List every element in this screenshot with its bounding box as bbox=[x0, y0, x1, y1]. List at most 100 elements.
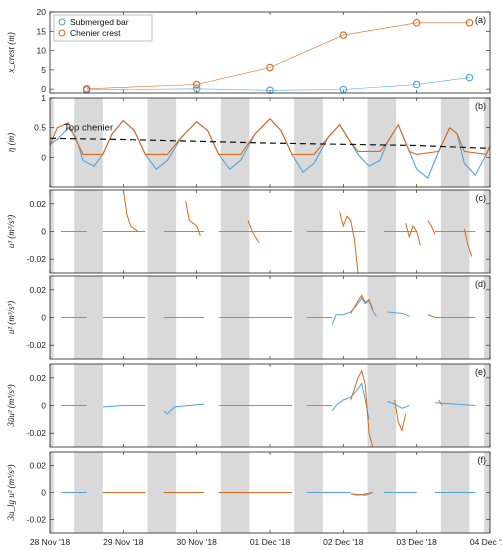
series-line-submerged-bar bbox=[86, 77, 470, 91]
series-segment-blue bbox=[387, 400, 410, 409]
panel-f: 0.02 0 -0.02 3u_lg u² (m³/s³) (f) bbox=[6, 451, 491, 534]
x-tick-label: 02 Dec '18 bbox=[323, 537, 364, 547]
panel-d: 0.02 0 -0.02 u² (m³/s³) (d) bbox=[6, 275, 491, 360]
top-chenier-annotation: Top chenier bbox=[64, 123, 113, 134]
series-segment-orange bbox=[350, 492, 373, 496]
panel-label: (f) bbox=[478, 455, 487, 465]
legend-marker bbox=[58, 29, 66, 37]
series-segment-orange bbox=[427, 220, 436, 235]
axes-frame bbox=[49, 363, 491, 448]
panel-label: (e) bbox=[475, 367, 486, 377]
panel-label: (d) bbox=[475, 279, 486, 289]
y-tick-label: -0.02 bbox=[27, 515, 47, 525]
y-tick-label: 0 bbox=[41, 152, 46, 162]
top-chenier-line bbox=[49, 137, 491, 149]
x-tick-label: 04 Dec '18 bbox=[470, 537, 502, 547]
x-tick-label: 03 Dec '18 bbox=[396, 537, 437, 547]
series-segment-orange bbox=[350, 294, 374, 314]
x-tick-label: 01 Dec '18 bbox=[250, 537, 291, 547]
night-shade bbox=[367, 276, 397, 359]
night-shade bbox=[294, 98, 323, 187]
series-segment-blue bbox=[163, 403, 205, 415]
y-tick-label: 5 bbox=[41, 65, 46, 75]
night-shade bbox=[367, 364, 397, 447]
chenier-crest-point bbox=[192, 80, 201, 89]
series-segment-orange bbox=[350, 369, 374, 448]
y-tick-label: 10 bbox=[37, 46, 47, 56]
night-shade bbox=[484, 98, 490, 187]
y-tick-label: 0 bbox=[41, 401, 46, 411]
chenier-crest-point bbox=[465, 19, 474, 27]
panel-label: (a) bbox=[475, 15, 486, 25]
legend-marker bbox=[58, 18, 66, 26]
y-axis-label: 3u_lg u² (m³/s³) bbox=[6, 464, 16, 521]
y-tick-label: -0.02 bbox=[27, 428, 47, 438]
panel-c: 0.02 0 -0.02 u³ (m³/s³) (c) bbox=[6, 189, 491, 274]
night-shade bbox=[147, 364, 177, 447]
series-segment-orange bbox=[438, 399, 443, 406]
submerged-bar-point bbox=[412, 80, 421, 89]
y-tick-label: 0 bbox=[41, 227, 46, 237]
submerged-bar-point bbox=[266, 86, 274, 95]
night-shade bbox=[440, 364, 470, 447]
panel-label: (b) bbox=[475, 101, 486, 111]
submerged-bar-point bbox=[465, 73, 474, 82]
y-tick-label: -0.02 bbox=[27, 340, 47, 350]
y-tick-label: 1 bbox=[41, 93, 46, 103]
series-segment-orange bbox=[463, 228, 473, 257]
series-segment-blue bbox=[387, 311, 410, 317]
series-segment-orange bbox=[185, 201, 201, 236]
y-tick-label: 0.02 bbox=[29, 373, 46, 383]
y-axis-label: 3ūu² (m³/s³) bbox=[6, 384, 16, 427]
y-tick-label: -0.02 bbox=[27, 254, 47, 264]
legend-label: Chenier crest bbox=[70, 28, 121, 38]
chenier-crest-point bbox=[82, 85, 91, 93]
y-axis-label: x_crest (m) bbox=[6, 32, 16, 73]
y-tick-label: 15 bbox=[37, 26, 47, 36]
x-tick-label: 30 Nov '18 bbox=[176, 537, 217, 547]
series-segment-orange bbox=[394, 399, 407, 432]
axes-frame bbox=[49, 97, 491, 188]
y-tick-label: 0 bbox=[41, 84, 46, 94]
series-segment-blue bbox=[434, 402, 476, 406]
series-segment-orange bbox=[122, 189, 139, 232]
chenier-crest-point bbox=[266, 63, 274, 72]
night-shade bbox=[440, 98, 470, 187]
chenier-crest-point bbox=[339, 31, 348, 39]
series-segment-orange bbox=[247, 220, 260, 243]
y-tick-label: 0 bbox=[41, 313, 46, 323]
series-segment-orange bbox=[427, 314, 436, 318]
y-tick-label: 0 bbox=[41, 488, 46, 498]
series-segment-blue bbox=[331, 382, 370, 420]
night-shade bbox=[74, 98, 103, 187]
y-axis-label: u² (m³/s³) bbox=[6, 301, 16, 334]
panel-b: 0 0.5 1 η (m) (b) Top chenier bbox=[6, 93, 491, 188]
axes-frame bbox=[49, 451, 491, 534]
y-axis-label: u³ (m³/s³) bbox=[6, 215, 16, 248]
eta-blue-line bbox=[49, 118, 491, 179]
x-tick-label: 29 Nov '18 bbox=[103, 537, 144, 547]
axes-frame bbox=[49, 11, 491, 94]
axes-frame bbox=[49, 189, 491, 274]
y-tick-label: 0.5 bbox=[34, 123, 46, 133]
submerged-bar-point bbox=[192, 85, 201, 93]
x-tick-label: 28 Nov '18 bbox=[30, 537, 71, 547]
series-segment-orange bbox=[339, 211, 359, 274]
series-segment-blue bbox=[102, 405, 146, 408]
axes-frame bbox=[49, 275, 491, 360]
night-shade bbox=[367, 98, 397, 187]
y-tick-label: 0.02 bbox=[29, 199, 46, 209]
night-shade bbox=[147, 98, 177, 187]
chenier-crest-point bbox=[412, 19, 421, 27]
series-line-chenier-crest bbox=[86, 22, 470, 90]
legend-box bbox=[53, 14, 153, 42]
y-tick-label: 0.02 bbox=[29, 285, 46, 295]
panel-e: 0.02 0 -0.02 3ūu² (m³/s³) (e) bbox=[6, 363, 491, 448]
y-tick-label: 20 bbox=[37, 7, 47, 17]
legend-label: Submerged bar bbox=[70, 17, 129, 27]
eta-orange-line bbox=[49, 118, 491, 155]
panel-label: (c) bbox=[476, 193, 487, 203]
y-tick-label: 0.02 bbox=[29, 461, 46, 471]
